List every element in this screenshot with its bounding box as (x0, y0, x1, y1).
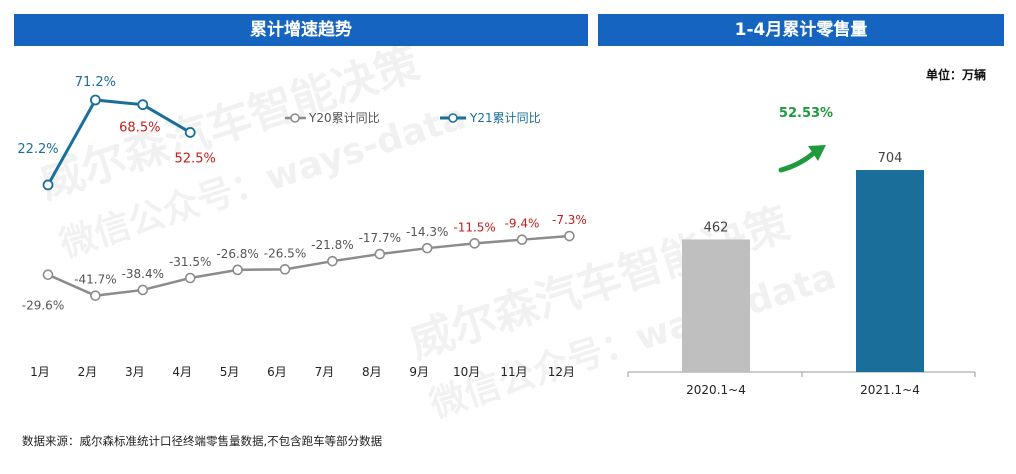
y20-point (421, 242, 433, 254)
y20-point (327, 255, 338, 267)
x-tick-label: 6月 (267, 365, 287, 379)
y21-point (90, 94, 101, 106)
x-tick-label: 4月 (172, 365, 192, 379)
x-tick-label: 2月 (78, 365, 98, 379)
y21-data-label: 52.5% (175, 151, 216, 166)
growth-arrow-shaft (778, 149, 818, 173)
y20-data-label: -7.3% (552, 213, 587, 227)
y20-point (232, 264, 243, 276)
y21-point (137, 99, 149, 111)
bar-value-label: 462 (704, 220, 729, 235)
y20-data-label: -26.5% (264, 246, 306, 260)
legend-y21-label: Y21累计同比 (469, 111, 541, 125)
y21-data-label: 68.5% (119, 121, 160, 136)
y21-data-label: 22.2% (17, 142, 58, 157)
y20-point (90, 290, 101, 301)
y20-data-label: -17.7% (359, 231, 401, 245)
x-tick-label: 7月 (315, 365, 335, 379)
y20-data-label: -21.8% (311, 238, 353, 252)
y21-point (42, 179, 54, 191)
legend-y20-label: Y20累计同比 (308, 111, 380, 125)
x-tick-label: 2020.1~4 (686, 383, 746, 397)
bar (682, 239, 750, 372)
legend-y21-marker (448, 113, 458, 123)
y20-point (564, 230, 575, 242)
x-tick-label: 12月 (548, 365, 575, 379)
y20-series-line (47, 234, 570, 297)
x-tick-label: 2021.1~4 (860, 383, 920, 397)
cumulative-growth-line-chart: 1月 2月 3月 4月 5月 6月 7月 8月 9月 10月 11月 12月-29.6%-41.7% -… (17, 75, 587, 379)
growth-arrow-icon (778, 145, 826, 173)
growth-annotation: 52.53% (779, 106, 833, 121)
x-tick-label: 8月 (362, 365, 382, 379)
x-tick-label: 5月 (220, 365, 240, 379)
y20-point (137, 284, 149, 296)
y20-data-label: -26.8% (216, 247, 258, 261)
right-chart-title: 1-4月累计零售量 (598, 14, 1004, 46)
y20-data-label: -38.4% (122, 267, 164, 281)
legend-y20-marker (290, 113, 300, 123)
x-tick-label: 9月 (409, 365, 429, 379)
x-tick-label: 3月 (125, 365, 145, 379)
y20-data-label: -31.5% (169, 255, 211, 269)
y20-point (374, 248, 386, 260)
y20-data-label: -9.4% (505, 217, 540, 231)
y20-point (279, 264, 291, 275)
y20-point (42, 269, 54, 280)
y20-data-label: -41.7% (74, 273, 116, 287)
growth-arrow-head (808, 145, 826, 161)
bar-value-label: 704 (878, 151, 903, 166)
y20-point (516, 234, 528, 245)
source-note: 数据来源：威尔森标准统计口径终端零售量数据,不包含跑车等部分数据 (22, 434, 383, 448)
bar (856, 170, 924, 372)
y20-data-label: -14.3% (406, 225, 448, 239)
retail-volume-bar-chart: 462 2020.1~4 704 2021.1~4 52.53% (627, 106, 976, 397)
y21-data-label: 71.2% (75, 75, 116, 90)
y20-data-label: -29.6% (22, 299, 64, 313)
y20-point (184, 272, 196, 284)
x-tick-label: 1月 (30, 365, 50, 379)
y21-series-line (46, 98, 191, 186)
y20-data-label: -11.5% (453, 220, 495, 234)
x-tick-label: 11月 (500, 365, 527, 379)
left-chart-title: 累计增速趋势 (14, 14, 588, 46)
x-tick-label: 10月 (453, 365, 480, 379)
y21-point (184, 127, 196, 138)
unit-label: 单位：万辆 (925, 68, 986, 82)
y20-point (469, 238, 480, 249)
